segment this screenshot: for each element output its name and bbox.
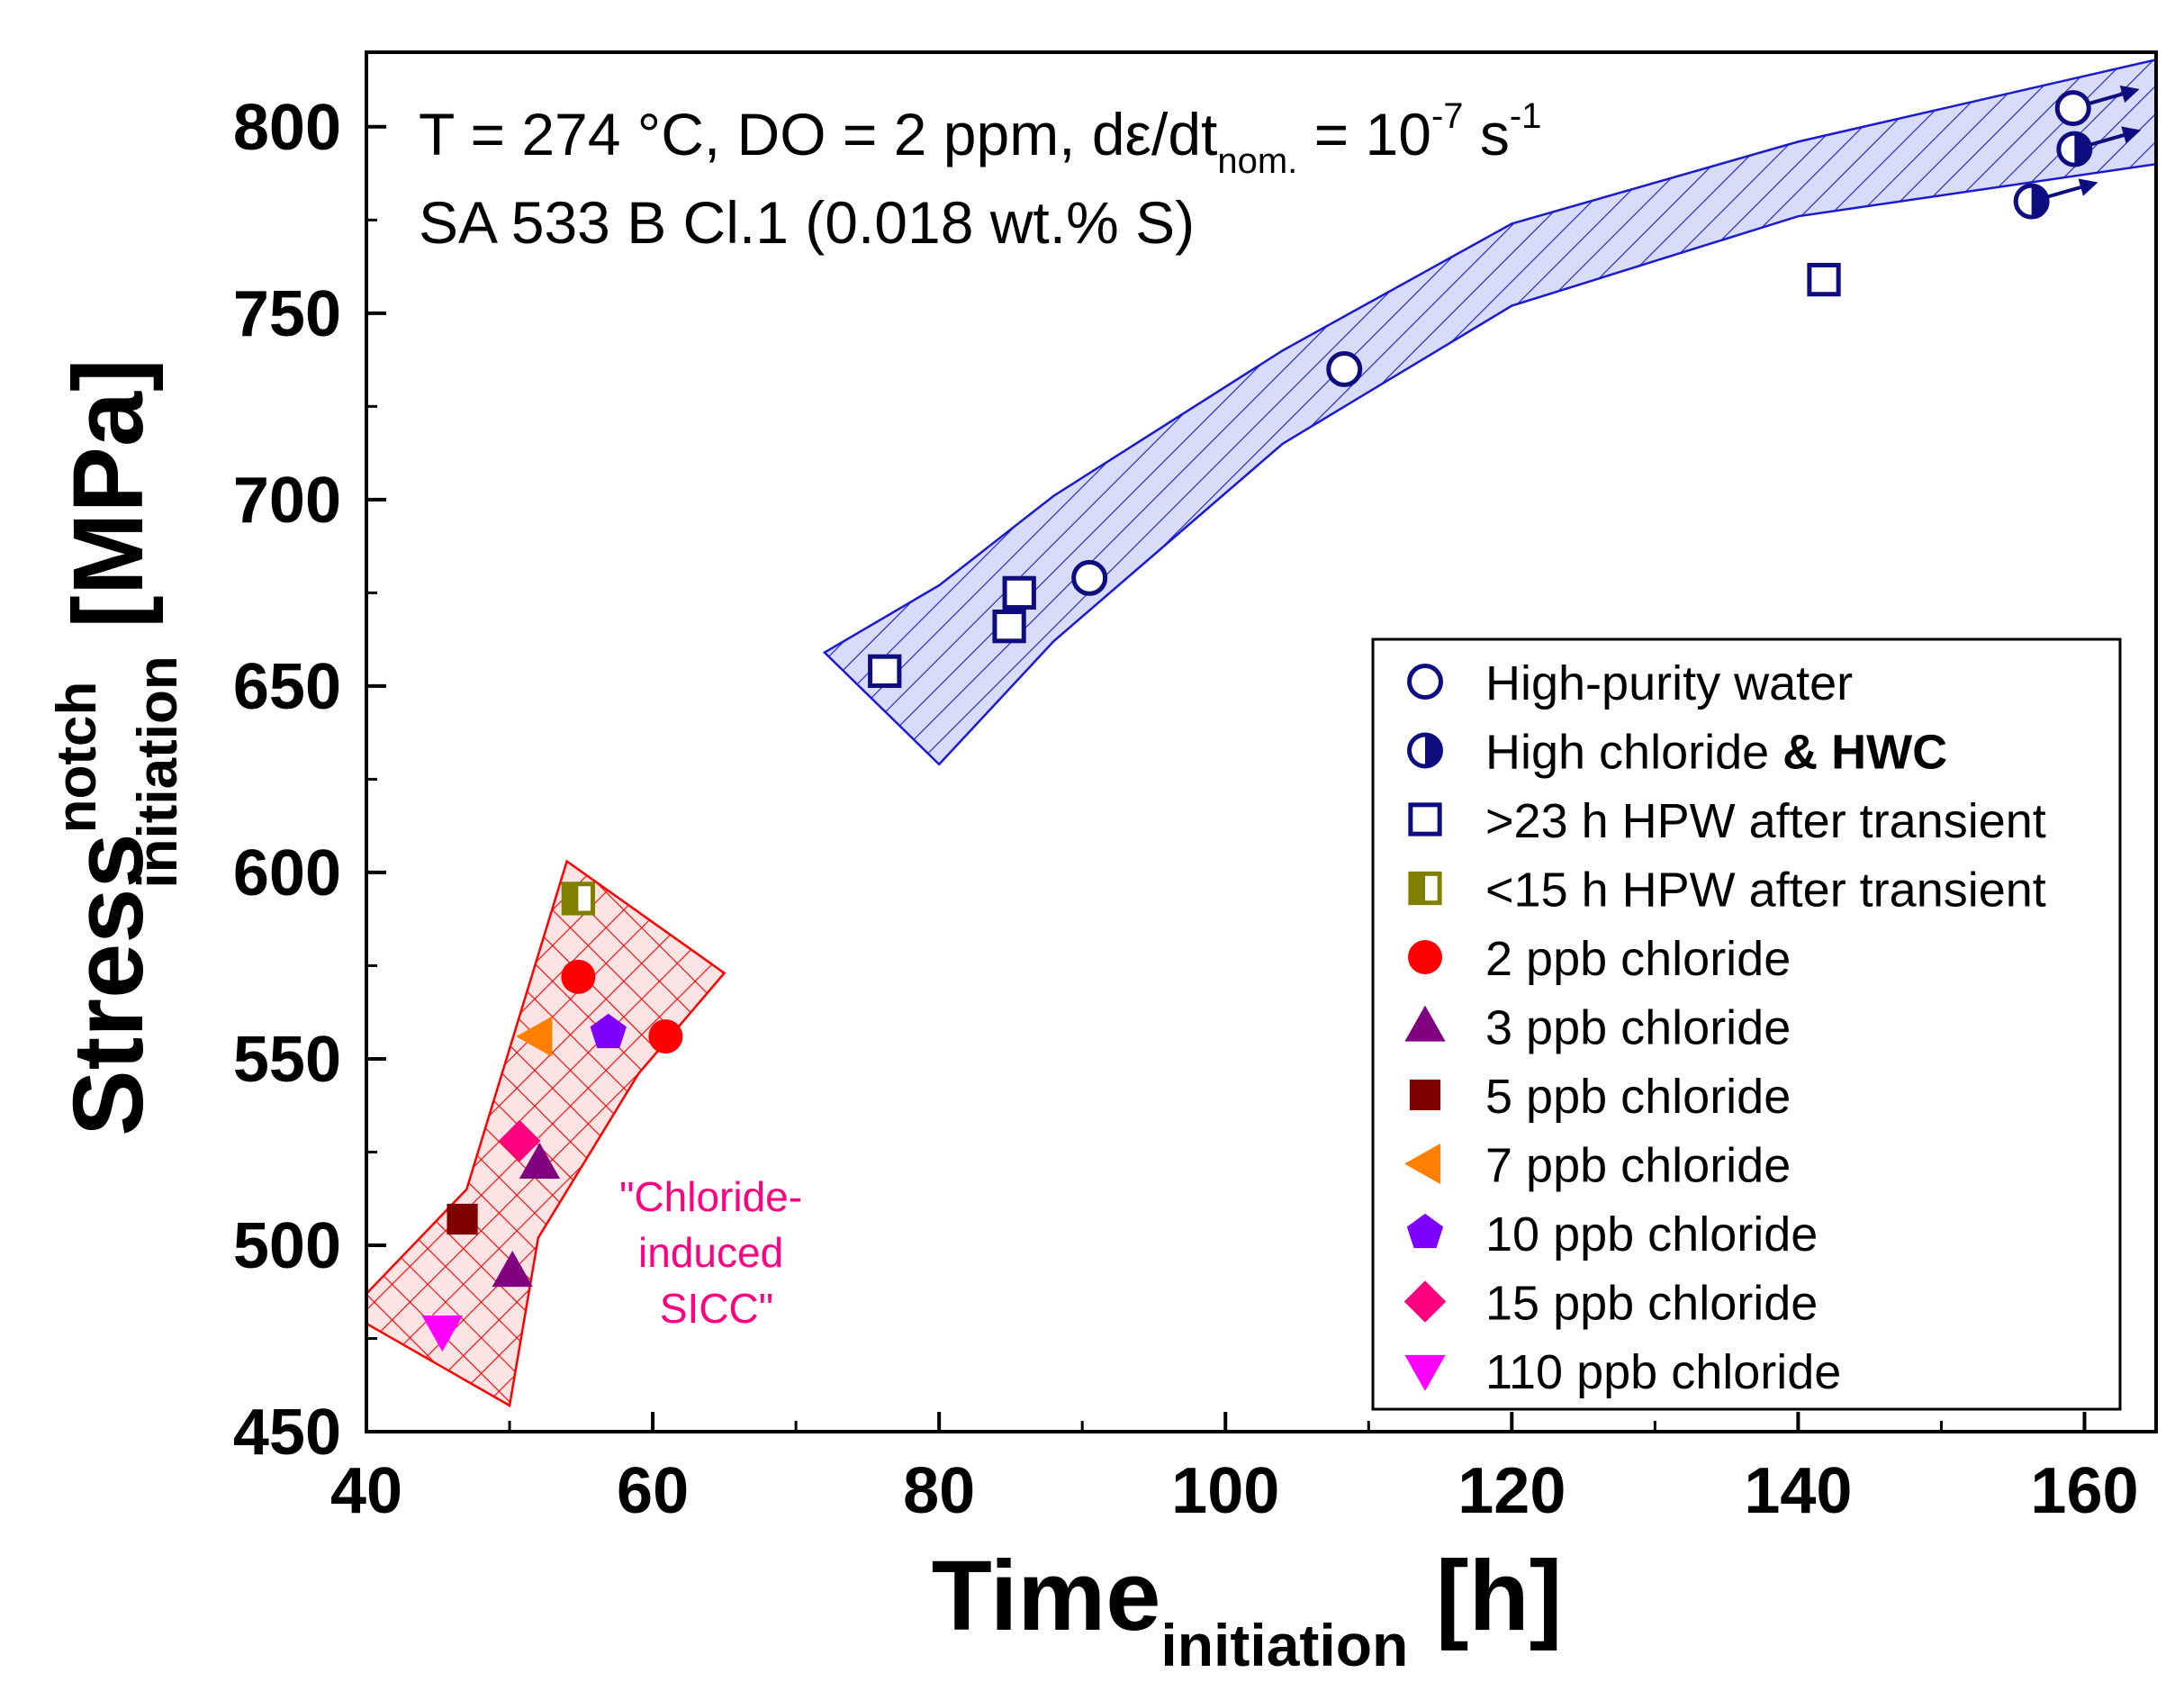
chloride-band: [366, 859, 726, 1407]
points-layer: [421, 90, 2093, 1352]
point-3-ppb-chloride-1: [492, 1251, 533, 1288]
y-tick-label: 550: [233, 1024, 341, 1096]
point-2-ppb-chloride-1: [648, 1019, 683, 1054]
legend-marker-7-ppb-chloride: [1404, 1143, 1441, 1185]
point-high-chloride-hwc-1: [2056, 131, 2093, 167]
point-high-chloride-hwc-0: [2013, 183, 2050, 220]
y-tick-label: 600: [233, 837, 341, 909]
material-annotation: SA 533 B Cl.1 (0.018 wt.% S): [419, 189, 1195, 256]
legend: High-purity water High chloride & HWC >23 …: [1371, 638, 2122, 1411]
y-tick-label: 800: [233, 92, 341, 164]
y-tick-label: 650: [233, 651, 341, 723]
legend-label-3-ppb-chloride: 3 ppb chloride: [1485, 1001, 1791, 1055]
legend-marker-2-ppb-chloride: [1408, 940, 1442, 974]
x-tick-label: 120: [1458, 1455, 1566, 1527]
legend-label-7-ppb-chloride: 7 ppb chloride: [1485, 1139, 1791, 1193]
point-10-ppb-chloride-0: [590, 1013, 627, 1049]
y-tick-label: 750: [233, 278, 341, 350]
legend-label-23-h-hpw-after-transient: >23 h HPW after transient: [1485, 794, 2046, 848]
legend-marker-3-ppb-chloride: [1404, 1005, 1446, 1042]
legend-label-high-chloride-hwc: High chloride & HWC: [1485, 726, 1947, 780]
point-15-ppb-chloride-0: [498, 1119, 541, 1162]
point-110-ppb-chloride-0: [421, 1316, 463, 1352]
legend-label-15-ppb-chloride: 15 ppb chloride: [1485, 1277, 1818, 1331]
legend-label-110-ppb-chloride: 110 ppb chloride: [1485, 1345, 1841, 1399]
legend-label-high-purity-water: High-purity water: [1485, 656, 1853, 710]
y-tick-label: 450: [233, 1397, 341, 1469]
y-tick-label: 500: [233, 1210, 341, 1282]
x-tick-label: 140: [1744, 1455, 1852, 1527]
legend-marker-23-h-hpw-after-transient: [1408, 802, 1442, 836]
plot-frame: [365, 50, 2158, 1433]
legend-label-5-ppb-chloride: 5 ppb chloride: [1485, 1070, 1791, 1124]
x-tick-label: 80: [903, 1455, 975, 1527]
point-3-ppb-chloride-0: [519, 1142, 561, 1180]
legend-marker-high-purity-water: [1407, 664, 1443, 700]
condition-annotation: T = 274 °C, DO = 2 ppm, dε/dtnom. = 10-7…: [419, 96, 1541, 181]
legend-marker-high-chloride-hwc: [1407, 732, 1443, 769]
point-5-ppb-chloride-0: [447, 1203, 478, 1235]
y-ticks: 450 500 550 600 650 700 750 800: [233, 92, 386, 1469]
y-tick-label: 700: [233, 465, 341, 537]
point-high-purity-water-2: [2054, 90, 2091, 127]
point-23-h-hpw-after-transient-0: [868, 654, 902, 688]
x-tick-label: 160: [2030, 1455, 2138, 1527]
y-axis-label: Stressnotch initiation [MPa]: [46, 358, 189, 1135]
point-7-ppb-chloride-0: [516, 1016, 553, 1057]
point-23-h-hpw-after-transient-1: [992, 609, 1026, 644]
bands-layer: [366, 58, 2156, 1407]
legend-marker-5-ppb-chloride: [1409, 1079, 1441, 1111]
point-23-h-hpw-after-transient-3: [1807, 262, 1841, 297]
point-high-purity-water-0: [1071, 559, 1108, 596]
legend-label-2-ppb-chloride: 2 ppb chloride: [1485, 932, 1791, 986]
hpw-band: [822, 58, 2156, 766]
sicc-label: "Chloride- induced SICC": [619, 1173, 814, 1332]
legend-marker-15-ppb-chloride: [1403, 1280, 1447, 1323]
x-tick-label: 100: [1171, 1455, 1279, 1527]
point-23-h-hpw-after-transient-2: [1002, 575, 1036, 610]
point-2-ppb-chloride-0: [561, 959, 596, 994]
x-axis-label: Timeinitiation [h]: [932, 1541, 1563, 1678]
point-high-purity-water-1: [1326, 350, 1363, 387]
legend-label-10-ppb-chloride: 10 ppb chloride: [1485, 1207, 1818, 1261]
legend-marker-15-h-hpw-after-transient: [1408, 871, 1442, 906]
x-tick-label: 60: [617, 1455, 689, 1527]
legend-marker-110-ppb-chloride: [1404, 1354, 1446, 1391]
legend-items: High-purity water High chloride & HWC >23 …: [1403, 656, 2046, 1399]
point-15-h-hpw-after-transient-0: [561, 882, 596, 916]
x-tick-label: 40: [330, 1455, 402, 1527]
legend-label-15-h-hpw-after-transient: <15 h HPW after transient: [1485, 864, 2046, 918]
legend-box: [1371, 638, 2122, 1411]
x-ticks: 40 60 80 100 120 140 160: [330, 1412, 2139, 1527]
legend-marker-10-ppb-chloride: [1406, 1213, 1444, 1249]
